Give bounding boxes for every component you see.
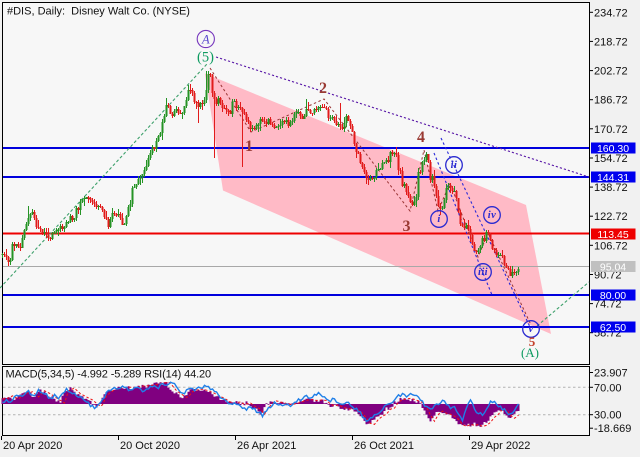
svg-text:2: 2	[319, 80, 327, 97]
svg-text:#DIS, Daily: Disney Walt Co.: #DIS, Daily: Disney Walt Co. (NYSE)	[7, 6, 190, 18]
svg-text:5: 5	[529, 334, 536, 349]
svg-text:1: 1	[245, 138, 253, 155]
svg-text:186.72: 186.72	[594, 95, 628, 107]
svg-text:iv: iv	[488, 210, 496, 221]
svg-text:iii: iii	[478, 267, 488, 278]
svg-text:26 Oct 2021: 26 Oct 2021	[354, 440, 414, 452]
svg-text:62.50: 62.50	[600, 322, 626, 334]
svg-text:113.45: 113.45	[597, 229, 628, 241]
svg-text:80.00: 80.00	[600, 290, 626, 302]
svg-text:(5): (5)	[197, 50, 214, 66]
svg-text:23.907: 23.907	[594, 368, 628, 380]
svg-text:i: i	[437, 214, 440, 225]
svg-text:30.00: 30.00	[594, 410, 622, 422]
svg-text:144.31: 144.31	[597, 172, 629, 184]
svg-text:70.00: 70.00	[594, 382, 622, 394]
svg-text:3: 3	[403, 218, 411, 235]
svg-text:90.72: 90.72	[594, 270, 622, 282]
svg-text:106.72: 106.72	[594, 240, 628, 252]
svg-text:202.72: 202.72	[594, 66, 628, 78]
svg-text:154.72: 154.72	[594, 153, 628, 165]
svg-text:(A): (A)	[521, 345, 539, 360]
svg-text:218.72: 218.72	[594, 36, 628, 48]
svg-text:170.72: 170.72	[594, 124, 628, 136]
svg-text:122.72: 122.72	[594, 211, 628, 223]
svg-text:95.04: 95.04	[600, 262, 626, 274]
svg-text:-18.669: -18.669	[594, 423, 631, 435]
svg-text:v: v	[528, 324, 533, 335]
svg-text:26 Apr 2021: 26 Apr 2021	[237, 440, 296, 452]
svg-text:138.72: 138.72	[594, 182, 628, 194]
svg-text:4: 4	[417, 129, 425, 146]
svg-text:20 Apr 2020: 20 Apr 2020	[3, 440, 62, 452]
svg-text:29 Apr 2022: 29 Apr 2022	[471, 440, 530, 452]
svg-text:74.72: 74.72	[594, 299, 622, 311]
svg-text:160.30: 160.30	[597, 143, 629, 155]
svg-text:234.72: 234.72	[594, 7, 628, 19]
svg-text:MACD(5,34,5) -4.992 -5.289 RSI: MACD(5,34,5) -4.992 -5.289 RSI(14) 44.20	[6, 369, 212, 381]
svg-text:A: A	[201, 33, 210, 47]
svg-text:ii: ii	[451, 160, 458, 171]
svg-text:20 Oct 2020: 20 Oct 2020	[120, 440, 180, 452]
